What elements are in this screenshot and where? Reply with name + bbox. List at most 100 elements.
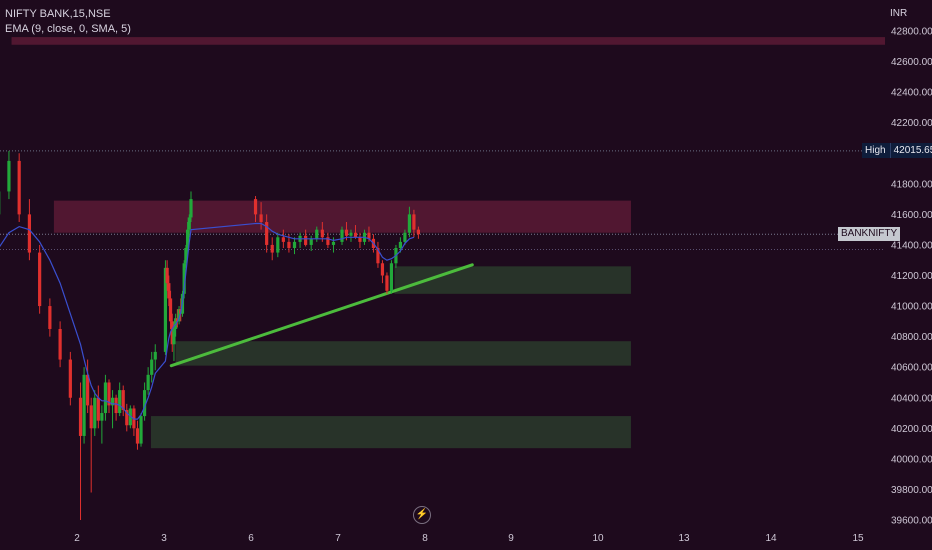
candle-body xyxy=(7,160,11,192)
candle-body xyxy=(367,232,371,239)
candle-body xyxy=(68,359,72,398)
time-tick-label: 13 xyxy=(678,533,690,544)
candle-body xyxy=(175,318,179,322)
candle xyxy=(86,359,90,414)
candle-body xyxy=(353,232,358,238)
candle-body xyxy=(344,229,349,236)
candle-body xyxy=(139,416,143,444)
candle-body xyxy=(287,241,291,248)
time-tick-label: 14 xyxy=(765,533,777,544)
candle-body xyxy=(172,328,176,345)
candle xyxy=(150,351,154,383)
demand-zone xyxy=(150,416,631,449)
time-tick-label: 7 xyxy=(335,533,341,544)
candle xyxy=(340,226,344,245)
high-price-line xyxy=(0,150,885,251)
candle-body xyxy=(170,321,174,345)
lightning-icon[interactable]: ⚡ xyxy=(413,506,431,524)
candle-body xyxy=(358,237,362,242)
candle xyxy=(48,298,52,337)
candle-body xyxy=(187,217,191,230)
candle xyxy=(380,260,385,284)
candle xyxy=(125,403,129,432)
candle-body xyxy=(177,309,181,322)
candle-body xyxy=(146,374,150,391)
price-tick-label: 42800.00 xyxy=(891,27,932,38)
candle xyxy=(135,420,140,450)
candle-body xyxy=(107,382,111,406)
candle-body xyxy=(320,229,324,238)
price-tick-label: 40400.00 xyxy=(891,393,932,404)
candle-body xyxy=(163,267,168,352)
candle xyxy=(389,260,394,294)
candle-body xyxy=(281,237,285,242)
candle-body xyxy=(304,235,308,245)
symbol-exchange: NSE xyxy=(87,8,111,20)
candle-body xyxy=(48,306,52,329)
candle xyxy=(175,309,179,328)
candle-body xyxy=(125,409,129,426)
time-tick-label: 10 xyxy=(592,533,604,544)
candle xyxy=(353,225,358,239)
candle-body xyxy=(150,359,154,375)
candle-body xyxy=(100,413,104,421)
candle xyxy=(298,232,302,248)
candle-body xyxy=(331,241,336,245)
time-tick-label: 3 xyxy=(161,533,167,544)
candle xyxy=(82,367,86,444)
price-tick-label: 42400.00 xyxy=(891,88,932,99)
candle xyxy=(276,232,280,258)
candle xyxy=(107,379,111,414)
candle-body xyxy=(142,390,147,417)
high-label: High xyxy=(862,143,891,158)
price-axis[interactable]: 39600.00 39800.00 40000.00 40200.00 40400.00… xyxy=(891,27,932,527)
time-tick-label: 15 xyxy=(852,533,864,544)
candle xyxy=(187,214,191,238)
price-tick-label: 40200.00 xyxy=(891,424,932,435)
candle-body xyxy=(398,241,403,248)
price-tick-label: 40000.00 xyxy=(891,454,932,465)
candle xyxy=(189,191,193,223)
candle xyxy=(270,237,274,261)
candle xyxy=(403,229,407,245)
candle-body xyxy=(103,382,108,414)
symbol-header[interactable]: NIFTY BANK, 15, NSE xyxy=(5,8,111,20)
candle-body xyxy=(189,199,193,218)
indicator-legend[interactable]: EMA (9, close, 0, SMA, 5) xyxy=(5,23,131,35)
candle-body xyxy=(27,214,32,253)
candle-body xyxy=(89,405,93,429)
time-axis[interactable]: 2 3 6 7 8 9 10 13 14 15 xyxy=(74,533,864,544)
candle xyxy=(78,382,83,520)
candle-body xyxy=(96,397,100,421)
candle xyxy=(7,150,11,200)
candle xyxy=(407,206,412,238)
candle xyxy=(385,272,389,294)
candle-body xyxy=(389,263,394,291)
candle-body xyxy=(376,247,380,264)
trendline-layer xyxy=(169,263,474,368)
demand-zone xyxy=(394,266,631,294)
price-tick-label: 41800.00 xyxy=(891,179,932,190)
candle-body xyxy=(185,229,190,248)
candle xyxy=(253,196,258,223)
candle xyxy=(58,321,62,368)
candle xyxy=(38,244,42,314)
candle xyxy=(416,226,421,239)
candle xyxy=(163,260,168,355)
candle xyxy=(103,374,108,421)
candle-body xyxy=(265,222,269,245)
candle-body xyxy=(407,214,412,233)
price-tick-label: 39600.00 xyxy=(891,516,932,527)
candle xyxy=(412,209,416,238)
candle xyxy=(146,367,150,395)
candle-body xyxy=(135,428,140,444)
currency-label: INR xyxy=(890,8,908,19)
candle xyxy=(170,313,174,352)
candle xyxy=(358,232,362,248)
candle-body xyxy=(403,232,407,242)
price-tick-label: 41600.00 xyxy=(891,210,932,221)
candle xyxy=(121,385,125,417)
supply-zone xyxy=(11,37,886,45)
candle xyxy=(349,229,353,242)
